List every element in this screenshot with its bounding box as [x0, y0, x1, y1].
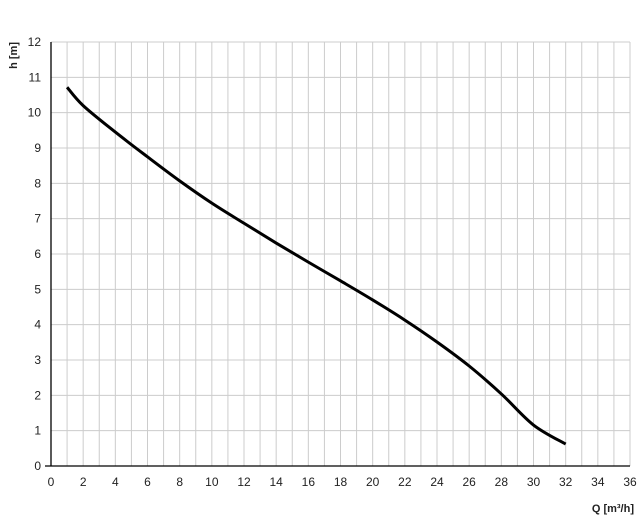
y-tick-label: 2	[34, 388, 41, 402]
x-tick-label: 34	[591, 475, 605, 489]
y-tick-label: 1	[34, 424, 41, 438]
x-tick-label: 0	[48, 475, 55, 489]
grid	[51, 41, 631, 466]
x-tick-label: 36	[623, 475, 637, 489]
x-tick-label: 24	[430, 475, 444, 489]
y-tick-label: 11	[29, 70, 42, 84]
x-tick-label: 14	[269, 475, 283, 489]
y-tick-label: 8	[34, 176, 41, 190]
y-tick-label: 7	[34, 212, 41, 226]
x-tick-label: 26	[462, 475, 476, 489]
x-tick-label: 22	[398, 475, 412, 489]
x-tick-label: 18	[334, 475, 348, 489]
x-tick-label: 28	[495, 475, 509, 489]
x-tick-label: 6	[144, 475, 151, 489]
y-tick-label: 10	[28, 106, 42, 120]
x-tick-label: 32	[559, 475, 573, 489]
x-tick-label: 30	[527, 475, 541, 489]
y-tick-label: 5	[34, 282, 41, 296]
axes	[45, 42, 630, 467]
y-axis-label: h [m]	[8, 42, 20, 69]
x-tick-label: 8	[176, 475, 183, 489]
y-tick-label: 3	[34, 353, 41, 367]
x-tick-label: 2	[80, 475, 87, 489]
y-tick-label: 6	[34, 247, 41, 261]
x-tick-label: 12	[237, 475, 251, 489]
x-tick-label: 10	[205, 475, 219, 489]
x-tick-label: 4	[112, 475, 119, 489]
x-tick-label: 16	[302, 475, 316, 489]
series	[65, 86, 567, 446]
y-tick-label: 4	[34, 318, 41, 332]
tick-labels: 0 2 4 6 8 10 12 14 16 18 20 22 24 26 28 30 32 34 360123456…	[28, 35, 637, 489]
pump-curve-line	[65, 86, 567, 446]
y-tick-label: 0	[34, 459, 41, 473]
y-tick-label: 12	[28, 35, 42, 49]
x-tick-label: 20	[366, 475, 380, 489]
y-tick-label: 9	[34, 141, 41, 155]
x-axis-label: Q [m³/h]	[592, 503, 634, 515]
